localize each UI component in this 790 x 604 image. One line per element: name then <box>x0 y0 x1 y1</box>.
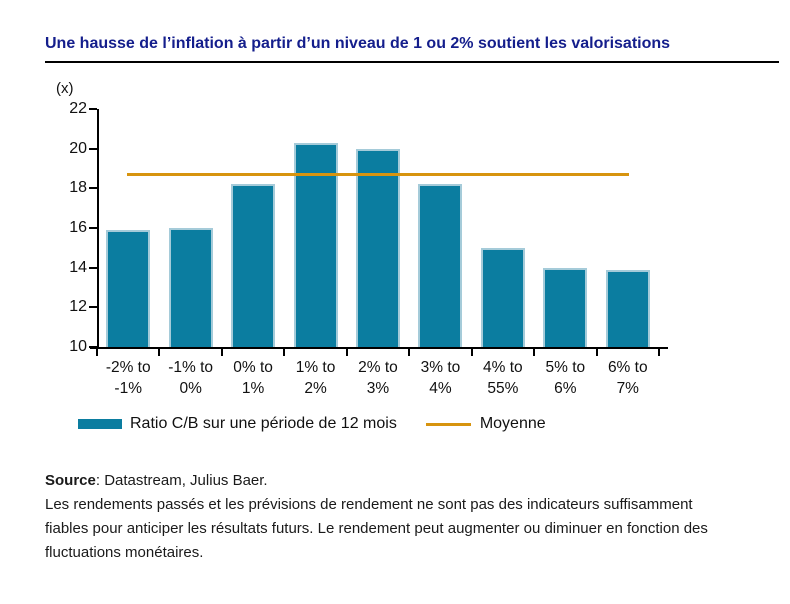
bar-6 <box>480 247 525 347</box>
plot-area <box>97 109 659 347</box>
x-tick-7 <box>533 347 536 356</box>
y-tick-18 <box>89 187 97 190</box>
legend-mean-line-swatch <box>425 422 471 426</box>
x-tick-6 <box>470 347 473 356</box>
bar-4 <box>356 148 400 347</box>
legend: Ratio C/B sur une période de 12 mois Moy… <box>78 415 546 433</box>
x-tick-label-7: 5% to 6% <box>545 359 586 397</box>
y-tick-label-18: 18 <box>69 179 87 197</box>
bar-5 <box>418 184 463 347</box>
x-tick-2 <box>220 347 223 356</box>
x-tick-9 <box>658 347 660 356</box>
x-tick-label-5: 3% to 4% <box>420 359 461 397</box>
y-tick-16 <box>89 227 97 229</box>
source-text: : Datastream, Julius Baer. <box>95 472 268 489</box>
y-axis-line <box>97 109 99 347</box>
x-tick-label-3: 1% to 2% <box>295 359 336 397</box>
y-tick-12 <box>89 306 97 309</box>
y-tick-14 <box>89 266 97 269</box>
x-tick-0 <box>96 347 98 356</box>
x-tick-3 <box>283 347 286 356</box>
x-tick-label-1: -1% to 0% <box>168 359 214 397</box>
y-tick-10 <box>89 346 97 348</box>
x-tick-8 <box>595 347 598 356</box>
y-tick-22 <box>89 108 97 110</box>
x-tick-5 <box>408 347 411 356</box>
footnote: Source: Datastream, Julius Baer. Les ren… <box>45 469 735 565</box>
x-axis-line <box>90 347 668 349</box>
y-tick-label-12: 12 <box>69 298 87 316</box>
y-axis-unit-label: (x) <box>56 80 74 97</box>
bar-0 <box>106 229 151 347</box>
bar-1 <box>168 228 213 347</box>
source-label: Source <box>45 472 96 489</box>
x-tick-4 <box>345 347 348 356</box>
x-tick-label-2: 0% to 1% <box>233 359 273 397</box>
bar-3 <box>293 142 338 347</box>
bar-chart: (x) 22 20 18 16 14 12 10 -2% to -1% -1% to 0% 0% to… <box>56 80 668 397</box>
legend-bar-label: Ratio C/B sur une période de 12 mois <box>130 415 397 432</box>
legend-bar-swatch <box>78 419 122 429</box>
x-tick-1 <box>158 347 161 356</box>
y-tick-label-22: 22 <box>69 100 87 117</box>
x-tick-label-6: 4% to 55% <box>483 359 523 397</box>
bar-7 <box>543 267 588 347</box>
bar-8 <box>605 269 650 347</box>
bar-2 <box>231 184 276 347</box>
y-tick-label-10: 10 <box>69 338 87 355</box>
x-tick-label-4: 2% to 3% <box>358 359 398 397</box>
x-tick-label-8: 6% to 7% <box>607 359 648 397</box>
disclaimer-text: Les rendements passés et les prévisions … <box>45 496 708 561</box>
y-tick-label-20: 20 <box>69 139 87 157</box>
source-line: Source: Datastream, Julius Baer. <box>45 469 735 493</box>
y-tick-label-16: 16 <box>69 219 87 236</box>
legend-mean-label: Moyenne <box>479 415 546 432</box>
y-tick-label-14: 14 <box>69 258 87 276</box>
y-tick-20 <box>89 147 97 150</box>
chart-title: Une hausse de l’inflation à partir d’un … <box>45 33 779 63</box>
x-tick-label-0: -2% to -1% <box>105 359 151 397</box>
mean-line <box>127 173 629 177</box>
